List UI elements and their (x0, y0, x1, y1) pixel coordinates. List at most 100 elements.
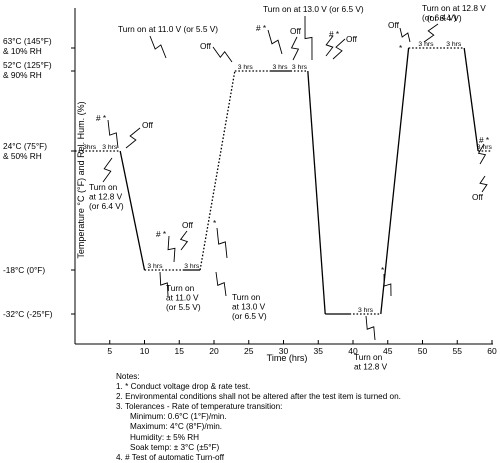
notes-heading: Notes: (116, 372, 140, 381)
marker-label: * (381, 265, 385, 275)
off-label: Off (182, 220, 194, 230)
note-line: Minimum: 0.6°C (1°F)/min. (130, 412, 227, 422)
note-line: 2. Environmental conditions shall not be… (116, 392, 401, 402)
dwell-label: 3 hrs (272, 64, 288, 71)
note-line: Humidity: ± 5% RH (130, 432, 200, 442)
dwell-label: 3 hrs (477, 144, 493, 151)
temperature-profile (75, 47, 492, 315)
x-tick-label: 40 (348, 346, 358, 356)
marker-label: # * (329, 29, 340, 39)
turn-on-leader (102, 157, 113, 183)
turn-on-leader (423, 23, 439, 43)
turn-on-label: (or 6.4 V) (89, 201, 124, 211)
turn-on-label: (or 6.5 V) (232, 311, 267, 321)
marker-leader (216, 227, 228, 259)
profile-segment (380, 47, 410, 315)
marker-leader (383, 273, 392, 297)
dwell-label: 3 hrs (292, 64, 308, 71)
turn-on-label: (or 5.5 V) (166, 302, 201, 312)
marker-label: # * (96, 113, 107, 123)
off-label: Off (290, 26, 302, 36)
x-tick-label: 30 (279, 346, 289, 356)
y-tick-label: 63°C (145°F) (3, 36, 52, 46)
dwell-labels: 3hrs 3 hrs 3 hrs 3 hrs 3 hrs 3 hrs 3 hrs 3 hrs 3… (83, 41, 493, 314)
x-tick-label: 10 (140, 346, 150, 356)
temperature-cycle-chart: 63°C (145°F)& 10% RH 52°C (125°F)& 90% RH… (3, 3, 497, 372)
marker-leader (167, 235, 176, 263)
dwell-label: 3 hrs (418, 41, 434, 48)
y-tick-label: -32°C (-25°F) (3, 309, 53, 319)
off-leader (332, 38, 346, 60)
dwell-label: 3 hrs (446, 41, 462, 48)
note-line: Soak temp: ± 3°C (±5°F) (130, 442, 220, 452)
y-tick-label: 52°C (125°F) (3, 60, 52, 70)
turn-on-label: Turn on (232, 292, 261, 302)
dwell-label: 3 hrs (102, 144, 118, 151)
y-axis-label: Temperature °C (°F) and Rel. Hum. (%) (76, 101, 86, 258)
off-label: Off (346, 34, 358, 44)
x-tick-label: 45 (383, 346, 393, 356)
x-axis-ticks: 5 10 15 20 25 30 35 40 45 50 55 60 (107, 340, 497, 356)
profile-segment (463, 47, 479, 152)
off-leader (212, 46, 233, 63)
marker-label: # * (479, 135, 490, 145)
x-tick-label: 25 (244, 346, 254, 356)
off-leader (479, 175, 488, 193)
annotations: Turn on at 11.0 V (or 5.5 V) Turn on at 1… (89, 3, 490, 372)
notes-list: 1. * Conduct voltage drop & rate test. 2.… (116, 382, 476, 463)
off-label: Off (200, 41, 212, 51)
turn-on-leader (304, 15, 313, 61)
note-line: 4. # Test of automatic Turn-off (116, 452, 225, 462)
notes-block: Notes: 1. * Conduct voltage drop & rate … (116, 372, 476, 463)
profile-segment (199, 70, 236, 271)
marker-label: # * (256, 23, 267, 33)
off-leader (179, 230, 189, 251)
x-tick-label: 20 (209, 346, 219, 356)
turn-on-label: (or 6.4 V) (427, 13, 462, 23)
y-tick-label: 24°C (75°F) (3, 141, 47, 151)
dwell-label: 3hrs (83, 144, 97, 151)
off-label: Off (472, 192, 484, 202)
y-tick-label: & 90% RH (3, 70, 42, 80)
off-leader (125, 127, 141, 149)
marker-leader (267, 29, 283, 55)
y-tick-label: -18°C (0°F) (3, 265, 45, 275)
turn-on-leader (215, 271, 227, 297)
turn-on-label: Turn on at 12.8 V (422, 3, 486, 13)
y-tick-label: & 10% RH (3, 46, 42, 56)
note-line: 3. Tolerances - Rate of temperature tran… (116, 402, 283, 412)
turn-on-label: Turn on at 11.0 V (or 5.5 V) (118, 24, 218, 34)
profile-segment (307, 70, 326, 315)
off-leader (290, 36, 300, 61)
dwell-label: 3 hrs (238, 64, 254, 71)
x-tick-label: 15 (175, 346, 185, 356)
marker-leader (107, 119, 119, 149)
marker-label: * (399, 43, 403, 53)
marker-label: * (213, 218, 217, 228)
marker-leader (477, 143, 487, 165)
x-tick-label: 5 (107, 346, 112, 356)
turn-on-label: Turn on (89, 182, 118, 192)
y-tick-label: & 50% RH (3, 151, 42, 161)
turn-on-label: Turn on (354, 352, 383, 362)
turn-on-label: at 12.8 V (354, 362, 388, 372)
off-label: Off (388, 20, 400, 30)
turn-on-label: at 11.0 V (166, 293, 199, 303)
off-leader (399, 27, 411, 43)
note-line: 1. * Conduct voltage drop & rate test. (116, 382, 251, 392)
x-tick-label: 55 (453, 346, 463, 356)
dwell-label: 3 hrs (147, 263, 163, 270)
turn-on-label: (or 6.4 V) (354, 371, 389, 372)
x-tick-label: 35 (314, 346, 324, 356)
axes (74, 8, 493, 345)
turn-on-label: Turn on (166, 283, 195, 293)
turn-on-label: (or 6.4 V) (422, 13, 457, 23)
marker-label: # * (156, 229, 167, 239)
turn-on-leader (159, 271, 169, 297)
turn-on-leader (149, 35, 167, 59)
profile-segment (119, 150, 146, 271)
turn-on-label: at 12.8 V (89, 192, 123, 202)
marker-leader (325, 35, 334, 57)
x-axis-label: Time (hrs) (267, 353, 308, 363)
note-line: Maximum: 4°C (8°F)/min. (130, 422, 223, 432)
